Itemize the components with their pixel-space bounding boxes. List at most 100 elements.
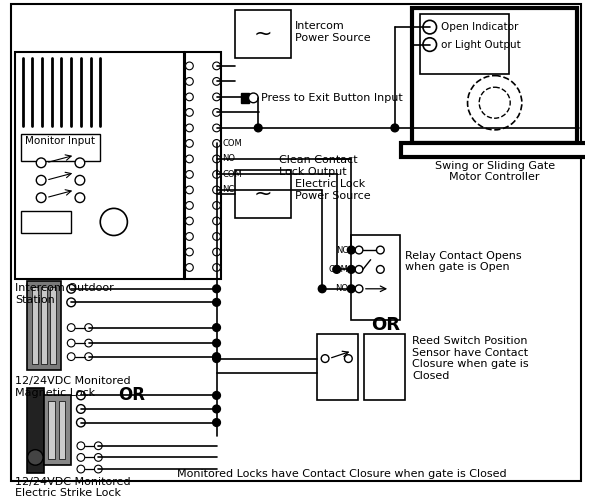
Text: ~: ~ (254, 184, 272, 204)
Circle shape (213, 155, 221, 163)
Text: Swing or Sliding Gate
Motor Controller: Swing or Sliding Gate Motor Controller (434, 161, 555, 182)
Circle shape (213, 232, 221, 240)
Circle shape (94, 465, 102, 473)
Bar (412, 8, 577, 143)
Text: Electric Lock
Power Source: Electric Lock Power Source (295, 180, 371, 201)
Circle shape (185, 155, 193, 163)
Text: or Light Output: or Light Output (442, 40, 521, 50)
Circle shape (213, 170, 221, 178)
Text: Open Indicator: Open Indicator (442, 22, 519, 32)
Circle shape (213, 93, 221, 101)
Circle shape (355, 285, 363, 292)
Circle shape (185, 78, 193, 86)
Bar (185, 52, 221, 279)
Circle shape (423, 20, 436, 34)
Bar (235, 10, 291, 58)
Circle shape (185, 202, 193, 209)
Text: COM: COM (222, 170, 242, 179)
Circle shape (213, 339, 221, 347)
Circle shape (213, 264, 221, 272)
Circle shape (213, 418, 221, 426)
Circle shape (77, 454, 85, 462)
Circle shape (76, 418, 85, 427)
Circle shape (213, 186, 221, 194)
Text: NO: NO (336, 284, 348, 294)
Bar (50, 287, 55, 364)
Text: NO: NO (222, 154, 235, 164)
Text: Press to Exit Button Input: Press to Exit Button Input (261, 93, 403, 103)
Circle shape (185, 124, 193, 132)
Circle shape (185, 186, 193, 194)
Circle shape (67, 353, 75, 360)
Circle shape (36, 176, 46, 185)
Text: OR: OR (371, 316, 400, 334)
Bar (401, 144, 589, 157)
Circle shape (213, 124, 221, 132)
Text: NC: NC (222, 186, 235, 194)
Bar (41, 287, 47, 364)
Circle shape (76, 404, 85, 413)
Text: 12/24VDC Monitored
Electric Strike Lock: 12/24VDC Monitored Electric Strike Lock (15, 477, 131, 498)
Circle shape (185, 248, 193, 256)
Text: Clean Contact
Lock Output: Clean Contact Lock Output (278, 155, 357, 176)
Bar (27, 388, 44, 473)
Bar (420, 14, 509, 74)
Bar (58, 401, 66, 460)
Text: 12/24VDC Monitored
Magnetic Lock: 12/24VDC Monitored Magnetic Lock (15, 376, 131, 398)
Circle shape (77, 465, 85, 473)
Text: NC: NC (336, 246, 348, 254)
Bar (235, 170, 291, 218)
Circle shape (318, 285, 326, 292)
Circle shape (344, 354, 352, 362)
Bar (364, 334, 405, 400)
Circle shape (213, 108, 221, 116)
Bar (44, 396, 71, 465)
Circle shape (377, 266, 384, 274)
Bar (15, 52, 184, 279)
Circle shape (94, 442, 102, 450)
Circle shape (213, 78, 221, 86)
Bar (27, 281, 61, 370)
Circle shape (36, 193, 46, 202)
Circle shape (67, 284, 76, 293)
Text: ~: ~ (254, 24, 272, 44)
Bar (317, 334, 358, 400)
Text: Relay Contact Opens
when gate is Open: Relay Contact Opens when gate is Open (405, 251, 521, 272)
Circle shape (249, 93, 258, 102)
Circle shape (213, 140, 221, 147)
Circle shape (185, 232, 193, 240)
Circle shape (185, 264, 193, 272)
Circle shape (467, 76, 522, 130)
Circle shape (355, 246, 363, 254)
Circle shape (85, 324, 92, 332)
Circle shape (479, 87, 510, 118)
Bar (351, 234, 400, 320)
Circle shape (185, 217, 193, 225)
Circle shape (213, 285, 221, 292)
Circle shape (213, 324, 221, 332)
Circle shape (213, 405, 221, 413)
Text: COM: COM (328, 265, 348, 274)
Circle shape (67, 298, 76, 306)
Circle shape (333, 266, 340, 274)
Text: Intercom
Power Source: Intercom Power Source (295, 22, 371, 43)
Circle shape (321, 354, 329, 362)
Bar (21, 212, 71, 233)
Circle shape (27, 450, 43, 465)
Circle shape (391, 124, 399, 132)
Circle shape (423, 38, 436, 52)
Circle shape (213, 353, 221, 360)
Circle shape (75, 176, 85, 185)
Circle shape (377, 246, 384, 254)
Circle shape (77, 442, 85, 450)
Bar (21, 134, 100, 161)
Circle shape (347, 266, 355, 274)
Circle shape (85, 353, 92, 360)
Text: Reed Switch Position
Sensor have Contact
Closure when gate is
Closed: Reed Switch Position Sensor have Contact… (412, 336, 529, 381)
Text: Monitored Locks have Contact Closure when gate is Closed: Monitored Locks have Contact Closure whe… (177, 468, 507, 478)
Circle shape (213, 217, 221, 225)
Text: Intercom Outdoor
Station: Intercom Outdoor Station (15, 283, 114, 304)
Text: Monitor Input: Monitor Input (24, 136, 95, 145)
Circle shape (76, 391, 85, 400)
Circle shape (355, 266, 363, 274)
